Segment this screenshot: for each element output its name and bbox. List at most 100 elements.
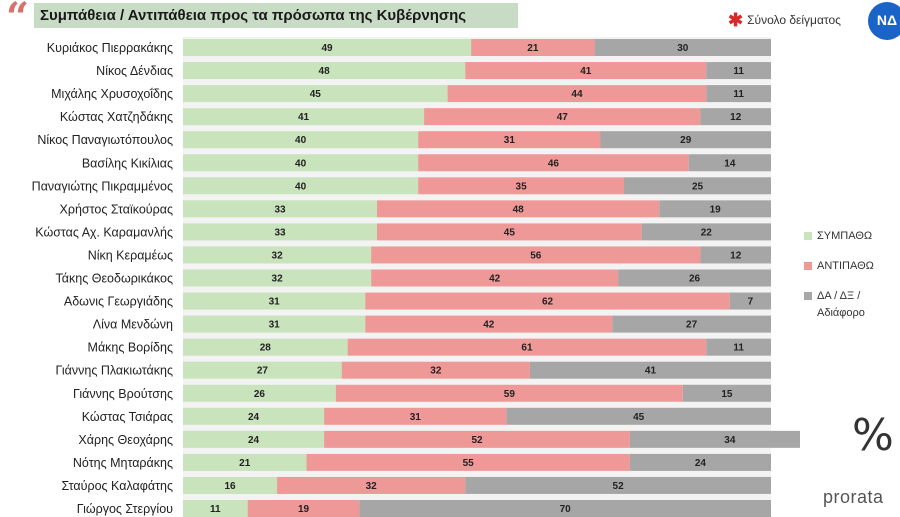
- data-label-other: 22: [701, 227, 713, 238]
- data-label-sympathy: 16: [224, 481, 236, 492]
- bar-segment-other: [629, 430, 800, 448]
- bar-segment-sympathy: [183, 430, 325, 448]
- bar-segment-other: [629, 453, 771, 471]
- data-label-antipathy: 44: [571, 89, 583, 100]
- bar-segment-other: [729, 292, 771, 310]
- data-label-other: 27: [686, 320, 698, 331]
- bar-segment-other: [529, 361, 771, 379]
- chart-title: Συμπάθεια / Αντιπάθεια προς τα πρόσωπα τ…: [34, 3, 518, 28]
- category-label: Τάκης Θεοδωρικάκος: [56, 272, 173, 286]
- bar-segment-other: [706, 85, 771, 103]
- bar-segment-sympathy: [183, 85, 448, 103]
- data-label-antipathy: 42: [483, 320, 495, 331]
- data-label-antipathy: 46: [548, 158, 560, 169]
- bar-segment-sympathy: [183, 154, 419, 172]
- data-label-antipathy: 59: [504, 389, 516, 400]
- bar-segment-antipathy: [365, 315, 613, 333]
- bar-segment-other: [359, 500, 771, 517]
- category-label: Μιχάλης Χρυσοχοΐδης: [51, 87, 173, 101]
- bar-segment-antipathy: [418, 154, 689, 172]
- bar-segment-sympathy: [183, 246, 372, 264]
- data-label-other: 12: [730, 112, 742, 123]
- data-label-antipathy: 35: [516, 181, 528, 192]
- bar-segment-other: [506, 407, 771, 425]
- data-label-other: 24: [695, 458, 707, 469]
- category-label: Παναγιώτης Πικραμμένος: [32, 179, 173, 193]
- bar-segment-antipathy: [277, 476, 466, 494]
- bar-segment-antipathy: [371, 246, 701, 264]
- legend-swatch-antipathy: [804, 262, 812, 270]
- bar-segment-antipathy: [324, 407, 507, 425]
- category-label: Κυριάκος Πιερρακάκης: [47, 41, 173, 55]
- category-label: Λίνα Μενδώνη: [93, 318, 173, 332]
- bar-segment-other: [641, 223, 771, 241]
- category-label: Κώστας Χατζηδάκης: [60, 110, 173, 124]
- data-label-other: 34: [724, 435, 736, 446]
- data-label-other: 29: [680, 135, 692, 146]
- bar-segment-sympathy: [183, 269, 372, 287]
- data-label-sympathy: 26: [254, 389, 266, 400]
- bar-segment-other: [659, 200, 771, 218]
- data-label-sympathy: 27: [257, 366, 269, 377]
- bar-segment-antipathy: [306, 453, 630, 471]
- bar-segment-other: [594, 39, 771, 56]
- data-label-sympathy: 33: [274, 204, 286, 215]
- category-label: Κώστας Αχ. Καραμανλής: [35, 225, 173, 239]
- data-label-sympathy: 48: [319, 66, 331, 77]
- data-label-sympathy: 41: [298, 112, 310, 123]
- bar-segment-sympathy: [183, 476, 278, 494]
- data-label-sympathy: 21: [239, 458, 251, 469]
- data-label-other: 19: [710, 204, 722, 215]
- bar-segment-other: [700, 246, 771, 264]
- legend-item-sympathy: ΣΥΜΠΑΘΩ: [804, 228, 887, 245]
- data-label-other: 11: [733, 66, 744, 77]
- data-label-antipathy: 31: [504, 135, 516, 146]
- bar-segment-other: [624, 177, 771, 195]
- bar-segment-sympathy: [183, 131, 419, 149]
- category-label: Χάρης Θεοχάρης: [78, 433, 173, 447]
- category-label: Νίκος Δένδιας: [96, 64, 173, 78]
- bar-segment-sympathy: [183, 384, 336, 402]
- data-label-other: 70: [560, 504, 572, 515]
- bar-segment-antipathy: [335, 384, 683, 402]
- data-label-antipathy: 32: [430, 366, 442, 377]
- bar-segment-other: [688, 154, 771, 172]
- bar-segment-antipathy: [447, 85, 707, 103]
- data-label-other: 14: [724, 158, 736, 169]
- bar-segment-other: [600, 131, 771, 149]
- data-label-other: 11: [733, 89, 744, 100]
- data-label-sympathy: 31: [269, 297, 281, 308]
- category-label: Γιώργος Στεργίου: [77, 502, 173, 516]
- category-label: Βασίλης Κικίλιας: [82, 156, 173, 170]
- data-label-antipathy: 32: [366, 481, 378, 492]
- data-label-other: 11: [733, 343, 744, 354]
- data-label-other: 25: [692, 181, 704, 192]
- data-label-sympathy: 24: [248, 435, 260, 446]
- category-label: Χρήστος Σταϊκούρας: [60, 202, 173, 216]
- data-label-sympathy: 24: [248, 412, 260, 423]
- legend-label-antipathy: ΑΝΤΙΠΑΘΩ: [817, 260, 874, 272]
- bar-segment-antipathy: [377, 200, 660, 218]
- data-label-antipathy: 48: [513, 204, 525, 215]
- sample-note-text: Σύνολο δείγματος: [747, 13, 841, 27]
- bar-segment-antipathy: [247, 500, 360, 517]
- data-label-other: 41: [645, 366, 657, 377]
- bar-segment-antipathy: [418, 177, 624, 195]
- category-label: Μάκης Βορίδης: [88, 341, 173, 355]
- bar-segment-other: [612, 315, 771, 333]
- data-label-antipathy: 45: [504, 227, 516, 238]
- quote-mark-icon: “: [6, 0, 30, 41]
- data-label-sympathy: 31: [269, 320, 281, 331]
- data-label-sympathy: 11: [210, 504, 221, 515]
- data-label-sympathy: 45: [310, 89, 322, 100]
- bar-segment-other: [706, 62, 771, 80]
- asterisk-icon: ✱: [728, 10, 744, 30]
- data-label-sympathy: 49: [321, 43, 333, 54]
- bar-segment-antipathy: [377, 223, 642, 241]
- data-label-antipathy: 47: [557, 112, 569, 123]
- data-label-antipathy: 52: [471, 435, 483, 446]
- data-label-other: 30: [677, 43, 689, 54]
- bar-segment-antipathy: [347, 338, 707, 356]
- data-label-other: 52: [613, 481, 625, 492]
- category-label: Νότης Μηταράκης: [73, 456, 173, 470]
